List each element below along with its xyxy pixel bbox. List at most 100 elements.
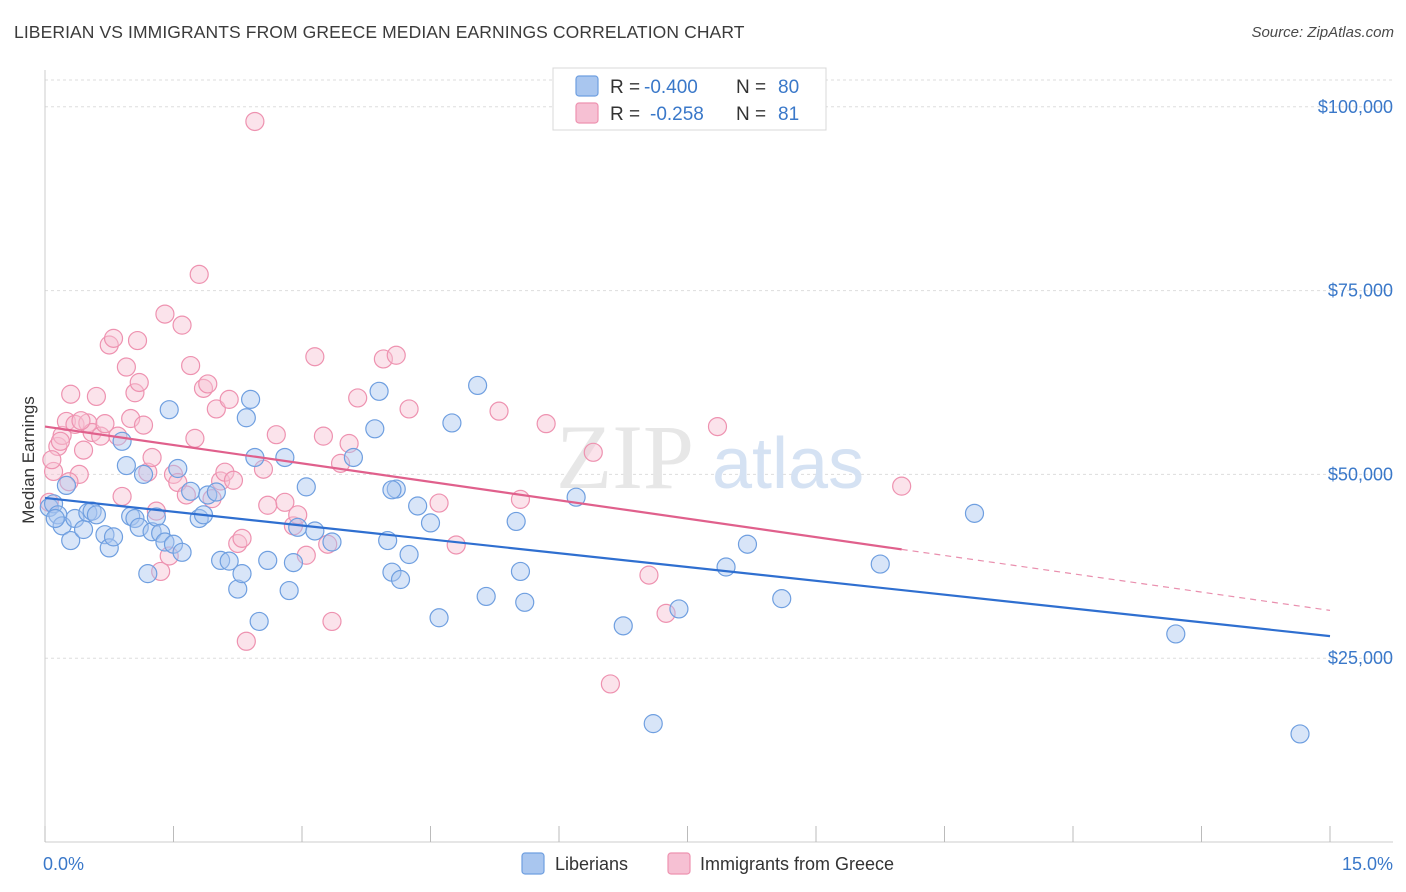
legend-swatch-pink xyxy=(575,102,599,124)
greece-point-80 xyxy=(258,495,278,515)
liberians-point-69 xyxy=(613,616,633,636)
greece-point-64 xyxy=(446,535,466,555)
liberians-point-23 xyxy=(151,523,171,543)
liberians-point-64 xyxy=(476,586,496,607)
liberians-point-10 xyxy=(86,505,107,525)
legend-n-value-2: 81 xyxy=(778,104,799,125)
greece-point-20 xyxy=(125,383,145,403)
y-tick-label-2: $75,000 xyxy=(1328,281,1393,301)
greece-point-21 xyxy=(129,372,149,393)
liberians-point-62 xyxy=(442,413,462,433)
liberians-point-43 xyxy=(275,447,295,468)
greece-point-68 xyxy=(583,442,603,462)
liberians-point-35 xyxy=(219,551,239,571)
liberians-point-41 xyxy=(249,611,269,632)
liberians-point-65 xyxy=(506,511,526,532)
greece-point-13 xyxy=(95,414,115,434)
liberians-point-61 xyxy=(429,608,449,628)
liberians-point-78 xyxy=(1290,724,1310,744)
chart-source: Source: ZipAtlas.com xyxy=(1251,24,1394,41)
greece-point-78 xyxy=(127,330,148,351)
greece-point-49 xyxy=(266,425,286,445)
liberians-point-50 xyxy=(343,447,363,468)
y-tick-label-1: $50,000 xyxy=(1328,464,1393,484)
greece-point-35 xyxy=(189,264,209,284)
liberians-point-49 xyxy=(322,532,342,552)
liberians-point-75 xyxy=(870,554,890,574)
series-immigrants-from-greece-points xyxy=(39,111,912,694)
greece-point-18 xyxy=(116,357,136,377)
greece-point-69 xyxy=(600,674,621,694)
liberians-point-7 xyxy=(73,519,94,540)
liberians-point-47 xyxy=(296,477,316,497)
greece-point-62 xyxy=(399,399,419,419)
liberians-point-71 xyxy=(669,599,689,619)
greece-point-43 xyxy=(223,470,244,490)
bottom-legend-swatch-pink xyxy=(667,852,691,875)
liberians-point-4 xyxy=(56,475,77,496)
watermark-atlas: atlas xyxy=(712,424,864,504)
liberians-point-74 xyxy=(772,589,792,609)
liberians-point-52 xyxy=(369,381,389,401)
liberians-point-59 xyxy=(390,569,411,590)
axes xyxy=(44,70,1393,843)
liberians-point-46 xyxy=(288,517,308,537)
liberians-point-18 xyxy=(129,517,149,537)
greece-point-11 xyxy=(86,386,107,407)
legend-swatch-blue xyxy=(575,75,599,97)
correlation-legend: R = -0.400 N = 80 R = -0.258 N = 81 xyxy=(552,67,827,131)
liberians-point-27 xyxy=(168,458,188,479)
greece-point-72 xyxy=(707,416,728,437)
liberians-trend-line xyxy=(44,496,1331,638)
x-tick-label-0: 0.0% xyxy=(43,854,84,874)
liberians-point-28 xyxy=(172,542,192,562)
liberians-point-72 xyxy=(716,557,736,577)
greece-point-47 xyxy=(245,111,265,132)
greece-point-45 xyxy=(232,528,252,548)
greece-point-33 xyxy=(181,355,201,376)
legend-r-value-2: -0.258 xyxy=(650,104,704,125)
greece-point-27 xyxy=(155,304,175,324)
liberians-point-70 xyxy=(643,714,663,734)
greece-point-31 xyxy=(172,315,192,335)
legend-r-label-1: R = xyxy=(610,77,640,98)
liberians-point-14 xyxy=(112,431,132,451)
greece-point-56 xyxy=(322,611,342,632)
greece-point-75 xyxy=(50,431,71,451)
liberians-point-63 xyxy=(468,375,488,396)
x-tick-labels: 0.0% 15.0% xyxy=(43,854,1393,874)
series-liberians-points xyxy=(39,375,1310,744)
y-tick-labels: $25,000 $50,000 $75,000 $100,000 xyxy=(1318,97,1393,668)
chart-title: LIBERIAN VS IMMIGRANTS FROM GREECE MEDIA… xyxy=(14,22,745,42)
watermark: ZIP atlas xyxy=(556,406,864,508)
liberians-point-13 xyxy=(103,527,124,547)
y-axis-title: Median Earnings xyxy=(19,396,38,524)
legend-r-value-1: -0.400 xyxy=(644,77,698,98)
liberians-point-42 xyxy=(258,550,278,571)
greece-point-74 xyxy=(42,450,62,470)
greece-point-17 xyxy=(112,486,132,507)
liberians-point-56 xyxy=(399,544,419,565)
liberians-point-66 xyxy=(515,592,535,612)
greece-trend-line-extension xyxy=(901,548,1331,611)
bottom-legend-label-greece: Immigrants from Greece xyxy=(700,854,894,874)
liberians-point-48 xyxy=(305,521,325,541)
greece-point-37 xyxy=(198,374,218,394)
liberians-point-67 xyxy=(510,561,531,582)
greece-point-76 xyxy=(71,411,91,431)
liberians-point-36 xyxy=(228,579,248,599)
greece-point-8 xyxy=(73,440,94,460)
liberians-point-29 xyxy=(181,481,201,501)
liberians-point-19 xyxy=(133,464,154,484)
greece-point-55 xyxy=(313,426,334,446)
liberians-point-76 xyxy=(964,503,985,523)
legend-r-label-2: R = xyxy=(610,104,640,125)
greece-point-67 xyxy=(536,414,556,434)
liberians-point-37 xyxy=(232,564,252,584)
legend-n-label-2: N = xyxy=(736,104,766,125)
greece-point-42 xyxy=(219,389,239,409)
greece-point-73 xyxy=(892,476,912,496)
liberians-point-38 xyxy=(236,408,256,428)
greece-point-46 xyxy=(236,631,256,651)
